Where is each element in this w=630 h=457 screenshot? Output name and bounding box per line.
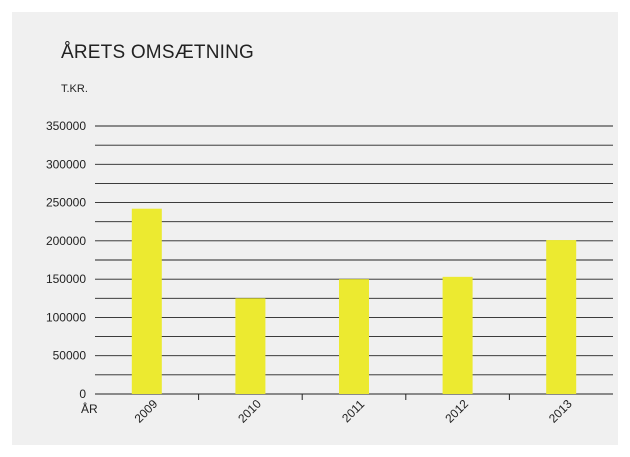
x-tick-label: 2013 <box>546 397 575 426</box>
y-tick-label: 100000 <box>46 310 86 324</box>
bar-2011 <box>339 279 369 394</box>
bar-2012 <box>442 276 473 394</box>
y-tick-label: 250000 <box>46 196 86 210</box>
x-axis-label: ÅR <box>81 401 98 416</box>
y-tick-label: 350000 <box>46 119 86 133</box>
y-tick-label: 300000 <box>46 157 86 171</box>
x-tick-label: 2012 <box>442 397 471 426</box>
bar-2009 <box>131 208 162 394</box>
bar-2013 <box>546 240 577 394</box>
bar-2010 <box>235 298 266 394</box>
x-tick-labels: 2009 2010 2011 2012 2013 <box>132 397 575 426</box>
x-tick-label: 2010 <box>235 397 264 426</box>
y-tick-labels: 0 50000 100000 150000 200000 250000 300000 3500… <box>46 119 86 401</box>
y-tick-label: 0 <box>79 387 86 401</box>
bars <box>131 208 577 400</box>
y-tick-label: 50000 <box>53 349 87 363</box>
y-axis-label: T.KR. <box>61 83 88 95</box>
y-tick-label: 200000 <box>46 234 86 248</box>
x-tick-label: 2011 <box>339 397 367 425</box>
chart-title: ÅRETS OMSÆTNING <box>61 42 254 63</box>
chart-panel <box>12 12 618 445</box>
x-tick-label: 2009 <box>132 397 161 426</box>
gridlines <box>95 125 613 395</box>
y-tick-label: 150000 <box>46 272 86 286</box>
